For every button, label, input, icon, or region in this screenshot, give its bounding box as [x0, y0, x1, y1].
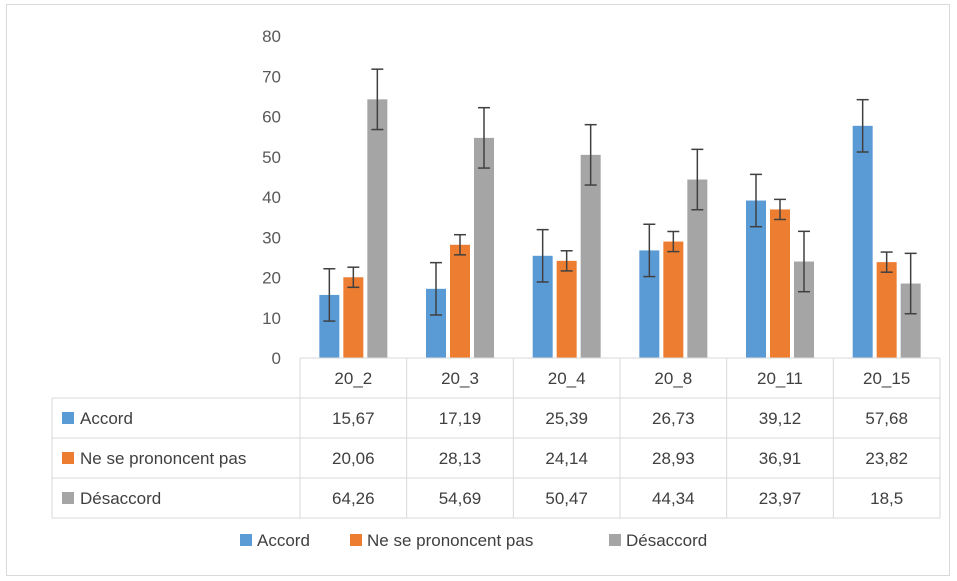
y-tick-label: 40 — [262, 188, 281, 207]
data-label: 28,13 — [439, 449, 482, 468]
data-label: 26,73 — [652, 409, 695, 428]
y-tick-label: 70 — [262, 67, 281, 86]
data-label: 39,12 — [759, 409, 802, 428]
bar-accord-20_3 — [426, 288, 446, 358]
y-tick-label: 80 — [262, 27, 281, 46]
bar-ne-se-prononcent-pas-20_4 — [556, 260, 577, 358]
bar-d-saccord-20_15 — [900, 283, 921, 358]
table-row-label: Ne se prononcent pas — [80, 449, 246, 468]
x-tick-label: 20_2 — [334, 369, 372, 388]
data-label: 57,68 — [865, 409, 908, 428]
table-row-label: Accord — [80, 409, 133, 428]
data-label: 50,47 — [545, 489, 588, 508]
x-tick-label: 20_8 — [654, 369, 692, 388]
bar-accord-20_11 — [746, 200, 766, 358]
y-tick-label: 30 — [262, 228, 281, 247]
data-label: 24,14 — [545, 449, 588, 468]
data-label: 18,5 — [870, 489, 903, 508]
y-tick-label: 50 — [262, 148, 281, 167]
x-tick-label: 20_11 — [757, 369, 803, 388]
bar-d-saccord-20_3 — [474, 137, 494, 358]
legend-label: Accord — [257, 531, 310, 550]
table-legend-key — [62, 412, 74, 424]
bar-d-saccord-20_11 — [794, 261, 814, 358]
table-row-label: Désaccord — [80, 489, 161, 508]
x-tick-label: 20_3 — [441, 369, 479, 388]
y-tick-label: 20 — [262, 269, 281, 288]
data-label: 23,82 — [865, 449, 908, 468]
bar-d-saccord-20_2 — [367, 99, 388, 358]
data-label: 20,06 — [332, 449, 375, 468]
table-legend-key — [62, 452, 74, 464]
data-label: 23,97 — [759, 489, 802, 508]
y-tick-label: 10 — [262, 309, 281, 328]
y-tick-label: 0 — [272, 349, 281, 368]
data-label: 54,69 — [439, 489, 482, 508]
legend-label: Désaccord — [626, 531, 707, 550]
bar-ne-se-prononcent-pas-20_15 — [876, 262, 897, 358]
bar-d-saccord-20_8 — [687, 179, 708, 358]
data-label: 25,39 — [545, 409, 588, 428]
bar-accord-20_15 — [852, 125, 873, 358]
data-label: 28,93 — [652, 449, 695, 468]
bar-accord-20_2 — [319, 294, 340, 358]
x-tick-label: 20_15 — [863, 369, 910, 388]
legend-key — [350, 534, 362, 546]
bar-ne-se-prononcent-pas-20_11 — [770, 209, 790, 358]
bar-d-saccord-20_4 — [580, 154, 601, 358]
bar-ne-se-prononcent-pas-20_8 — [663, 241, 684, 358]
data-label: 44,34 — [652, 489, 695, 508]
legend-key — [240, 534, 252, 546]
bar-ne-se-prononcent-pas-20_3 — [450, 244, 470, 358]
legend-key — [609, 534, 621, 546]
table-legend-key — [62, 492, 74, 504]
bar-ne-se-prononcent-pas-20_2 — [343, 277, 364, 358]
legend-label: Ne se prononcent pas — [367, 531, 533, 550]
y-tick-label: 60 — [262, 108, 281, 127]
data-label: 36,91 — [759, 449, 802, 468]
data-label: 17,19 — [439, 409, 482, 428]
data-label: 64,26 — [332, 489, 375, 508]
x-tick-label: 20_4 — [548, 369, 586, 388]
data-label: 15,67 — [332, 409, 375, 428]
